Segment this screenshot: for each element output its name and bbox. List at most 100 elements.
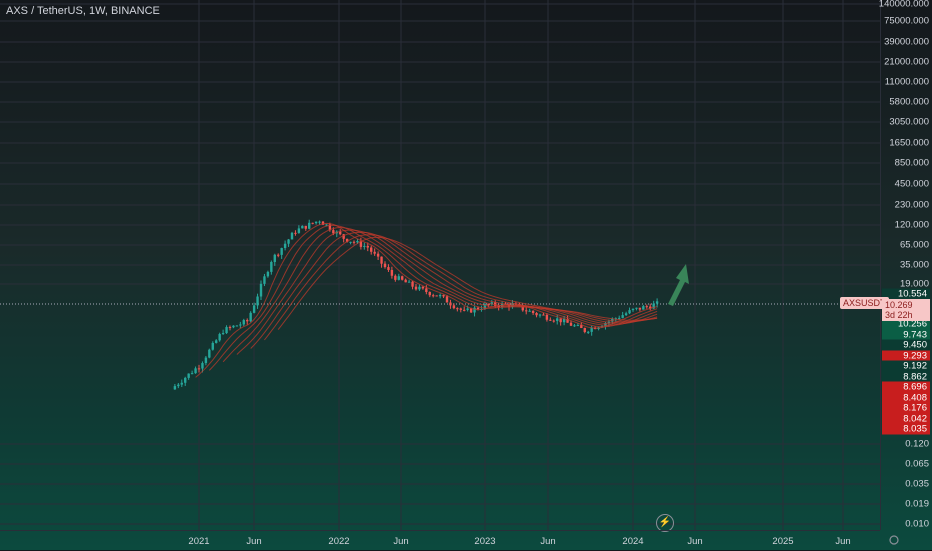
price-axis[interactable]: 140000.000 75000.000 39000.000 21000.000 110… [879, 0, 932, 530]
candle [397, 273, 400, 281]
time-axis[interactable]: 2021 Jun 2022 Jun 2023 Jun 2024 Jun 2025 Jun [0, 530, 880, 551]
price-level-tag: 8.035 [882, 423, 930, 435]
candle [376, 251, 380, 260]
candle [624, 311, 628, 316]
candle [187, 373, 190, 380]
candle [194, 366, 197, 374]
price-tick: 75000.000 [884, 15, 929, 27]
candle [197, 364, 201, 373]
candle [545, 313, 549, 322]
bar-countdown: 3d 22h [885, 310, 913, 320]
candle [538, 313, 542, 318]
chart-area[interactable]: AXS / TetherUS, 1W, BINANCE ⚡ [0, 0, 880, 532]
candle [569, 320, 573, 326]
candle [235, 325, 239, 327]
candle [562, 315, 566, 326]
candle [418, 284, 421, 291]
candle [490, 300, 493, 306]
price-level-tag: 8.862 [882, 371, 930, 383]
price-level-tag: 10.554 [882, 288, 930, 300]
candle [352, 240, 356, 245]
candle [531, 310, 535, 315]
candle [280, 247, 283, 259]
candle [411, 281, 414, 290]
price-tick: 0.120 [905, 438, 929, 450]
time-tick: 2025 [772, 536, 794, 547]
candle [294, 230, 297, 236]
candle [349, 241, 352, 245]
candle [645, 304, 648, 309]
candle [428, 291, 431, 298]
candle [232, 325, 235, 329]
candle [425, 285, 428, 295]
price-tick: 5800.000 [889, 96, 929, 108]
lightning-icon[interactable]: ⚡ [656, 514, 674, 532]
price-tick: 0.035 [905, 478, 929, 490]
candle [414, 283, 418, 291]
time-tick: 2022 [328, 536, 350, 547]
moving-average-line [250, 231, 658, 349]
candle [435, 295, 438, 297]
candle [583, 327, 586, 334]
price-level-tag: 8.176 [882, 402, 930, 414]
candle [318, 220, 321, 225]
candle [211, 341, 214, 351]
candle [383, 261, 387, 269]
candle [373, 248, 376, 256]
candle [549, 317, 552, 321]
candle [390, 266, 394, 279]
price-tick: 1650.000 [889, 137, 929, 149]
price-tick: 0.065 [905, 458, 929, 470]
candle [442, 294, 445, 299]
time-tick: 2023 [474, 536, 496, 547]
price-tick: 230.000 [894, 199, 929, 211]
candle [587, 330, 590, 335]
candle [208, 348, 211, 359]
candle [252, 302, 256, 314]
price-level-tag: 8.696 [882, 381, 930, 393]
symbol-tag: AXSUSDT [840, 297, 889, 309]
price-tick: 0.019 [905, 498, 929, 510]
candle [335, 230, 338, 238]
price-level-tag: 9.450 [882, 339, 930, 351]
candle [363, 242, 366, 250]
candle [387, 264, 390, 272]
candle [246, 318, 249, 325]
candle [421, 286, 425, 290]
candle [314, 221, 318, 225]
candle [452, 303, 456, 310]
candle [580, 322, 583, 329]
time-tick: Jun [246, 536, 262, 547]
candle [552, 319, 555, 323]
moving-average-line [208, 224, 658, 371]
candle [445, 294, 449, 303]
candle [528, 308, 531, 312]
price-level-tag: 9.743 [882, 329, 930, 341]
price-tick: 65.000 [899, 239, 929, 251]
price-tick: 450.000 [894, 178, 929, 190]
candle [366, 242, 369, 252]
candle [542, 312, 545, 316]
time-tick: Jun [540, 536, 556, 547]
price-tick: 3050.000 [889, 116, 929, 128]
price-level-tag: 9.293 [882, 350, 930, 362]
candle [359, 237, 363, 250]
candle [621, 311, 624, 319]
candle [259, 280, 263, 301]
price-tick: 850.000 [894, 157, 929, 169]
candle [573, 323, 576, 327]
candle [256, 293, 259, 309]
price-chart[interactable] [0, 0, 880, 530]
candle [263, 273, 266, 287]
candle [221, 329, 225, 335]
candle [370, 245, 373, 255]
price-tick: 35.000 [899, 259, 929, 271]
candle [635, 307, 638, 311]
settings-icon[interactable] [880, 530, 932, 550]
candle [487, 303, 490, 308]
candle [459, 307, 462, 313]
candle [173, 383, 177, 390]
candle [184, 376, 187, 386]
candle [304, 225, 307, 231]
price-level-tag: 10.256 [882, 318, 930, 330]
